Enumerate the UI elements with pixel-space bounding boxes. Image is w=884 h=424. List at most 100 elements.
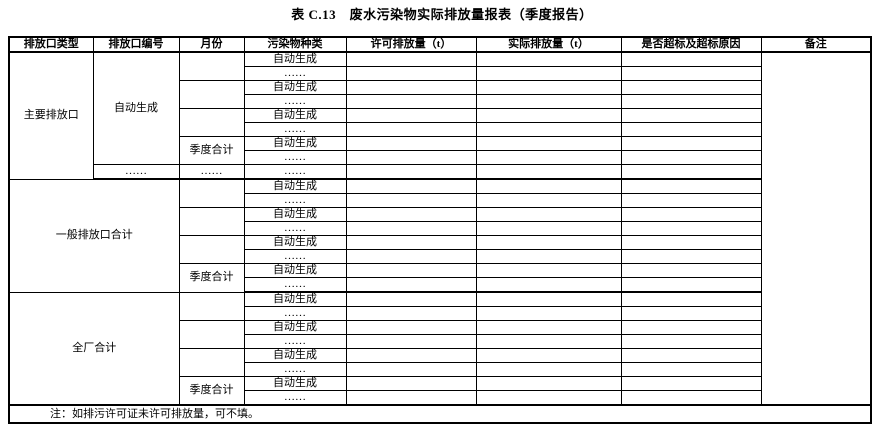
pollutant-cell: …… bbox=[243, 122, 347, 137]
exceed-status-cell bbox=[620, 348, 762, 363]
pollutant-cell: …… bbox=[243, 334, 347, 349]
month-cell bbox=[178, 80, 245, 109]
outlet-type-general-total-cell: 一般排放口合计 bbox=[8, 178, 180, 293]
emission-report-table: 排放口类型 排放口编号 月份 污染物种类 许可排放量（t） 实际排放量（t） 是… bbox=[8, 36, 872, 424]
permitted-amount-cell bbox=[345, 263, 477, 278]
pollutant-cell: 自动生成 bbox=[243, 320, 347, 335]
actual-amount-cell bbox=[475, 362, 622, 377]
permitted-amount-cell bbox=[345, 94, 477, 109]
pollutant-cell: 自动生成 bbox=[243, 136, 347, 151]
table-note: 注：如排污许可证未许可排放量，可不填。 bbox=[8, 404, 872, 424]
actual-amount-cell bbox=[475, 66, 622, 81]
exceed-status-cell bbox=[620, 291, 762, 307]
exceed-status-cell bbox=[620, 362, 762, 377]
table-row: 自动生成 bbox=[9, 207, 871, 236]
actual-amount-cell bbox=[475, 390, 622, 406]
actual-amount-cell bbox=[475, 207, 622, 222]
actual-amount-cell bbox=[475, 277, 622, 293]
pollutant-cell: …… bbox=[243, 249, 347, 264]
actual-amount-cell bbox=[475, 263, 622, 278]
table-row: …… bbox=[9, 193, 871, 208]
quarter-total-cell: 季度合计 bbox=[178, 263, 245, 293]
permitted-amount-cell bbox=[345, 320, 477, 335]
permitted-amount-cell bbox=[345, 221, 477, 236]
pollutant-cell: …… bbox=[243, 221, 347, 236]
permitted-amount-cell bbox=[345, 291, 477, 307]
exceed-status-cell bbox=[620, 150, 762, 165]
table-row: 自动生成 bbox=[9, 348, 871, 377]
actual-amount-cell bbox=[475, 94, 622, 109]
table-row: 全厂合计 自动生成 bbox=[8, 291, 871, 406]
permitted-amount-cell bbox=[345, 66, 477, 81]
exceed-status-cell bbox=[620, 221, 762, 236]
pollutant-cell: 自动生成 bbox=[243, 235, 347, 250]
pollutant-cell: …… bbox=[243, 306, 347, 321]
permitted-amount-cell bbox=[345, 108, 477, 123]
quarter-total-cell: 季度合计 bbox=[178, 136, 245, 165]
pollutant-cell: 自动生成 bbox=[243, 80, 347, 95]
exceed-status-cell bbox=[620, 320, 762, 335]
actual-amount-cell bbox=[475, 122, 622, 137]
table-row: 自动生成 bbox=[9, 235, 871, 264]
exceed-status-cell bbox=[620, 376, 762, 391]
remark-cell bbox=[760, 51, 872, 406]
permitted-amount-cell bbox=[345, 136, 477, 151]
col-header-remark: 备注 bbox=[760, 36, 872, 53]
permitted-amount-cell bbox=[345, 334, 477, 349]
month-ellipsis-cell: …… bbox=[178, 164, 245, 180]
exceed-status-cell bbox=[620, 178, 762, 194]
permitted-amount-cell bbox=[345, 164, 477, 180]
note-row: 注：如排污许可证未许可排放量，可不填。 bbox=[8, 404, 872, 424]
pollutant-cell: …… bbox=[243, 150, 347, 165]
exceed-status-cell bbox=[620, 235, 762, 250]
outlet-no-ellipsis-cell: …… bbox=[92, 164, 180, 180]
exceed-status-cell bbox=[620, 277, 762, 293]
pollutant-cell: …… bbox=[243, 362, 347, 377]
permitted-amount-cell bbox=[345, 51, 477, 67]
exceed-status-cell bbox=[620, 164, 762, 180]
pollutant-cell: 自动生成 bbox=[243, 51, 347, 67]
exceed-status-cell bbox=[620, 334, 762, 349]
month-cell bbox=[178, 207, 245, 236]
table-row: …… bbox=[9, 221, 871, 236]
actual-amount-cell bbox=[475, 193, 622, 208]
exceed-status-cell bbox=[620, 306, 762, 321]
actual-amount-cell bbox=[475, 235, 622, 250]
header-row: 排放口类型 排放口编号 月份 污染物种类 许可排放量（t） 实际排放量（t） 是… bbox=[8, 36, 872, 53]
month-cell bbox=[178, 51, 245, 81]
exceed-status-cell bbox=[620, 263, 762, 278]
permitted-amount-cell bbox=[345, 178, 477, 194]
outlet-no-cell: 自动生成 bbox=[92, 51, 180, 165]
col-header-month: 月份 bbox=[178, 36, 245, 53]
actual-amount-cell bbox=[475, 221, 622, 236]
exceed-status-cell bbox=[620, 249, 762, 264]
table-row: 季度合计 自动生成 bbox=[9, 263, 871, 293]
table-row: …… bbox=[9, 277, 871, 293]
permitted-amount-cell bbox=[345, 277, 477, 293]
permitted-amount-cell bbox=[345, 193, 477, 208]
pollutant-cell: …… bbox=[243, 164, 347, 180]
actual-amount-cell bbox=[475, 80, 622, 95]
col-header-pollutant-type: 污染物种类 bbox=[243, 36, 347, 53]
actual-amount-cell bbox=[475, 150, 622, 165]
table-row: 一般排放口合计 自动生成 bbox=[8, 178, 871, 293]
month-cell bbox=[178, 348, 245, 377]
col-header-permitted-amount: 许可排放量（t） bbox=[345, 36, 477, 53]
permitted-amount-cell bbox=[345, 348, 477, 363]
permitted-amount-cell bbox=[345, 390, 477, 406]
month-cell bbox=[178, 108, 245, 137]
pollutant-cell: 自动生成 bbox=[243, 178, 347, 194]
exceed-status-cell bbox=[620, 193, 762, 208]
col-header-outlet-type: 排放口类型 bbox=[8, 36, 94, 53]
actual-amount-cell bbox=[475, 348, 622, 363]
table-row: …… bbox=[9, 390, 871, 406]
actual-amount-cell bbox=[475, 178, 622, 194]
exceed-status-cell bbox=[620, 80, 762, 95]
actual-amount-cell bbox=[475, 51, 622, 67]
table-row: 主要排放口 自动生成 自动生成 bbox=[8, 51, 872, 406]
pollutant-cell: …… bbox=[243, 66, 347, 81]
exceed-status-cell bbox=[620, 136, 762, 151]
actual-amount-cell bbox=[475, 164, 622, 180]
month-cell bbox=[178, 235, 245, 264]
